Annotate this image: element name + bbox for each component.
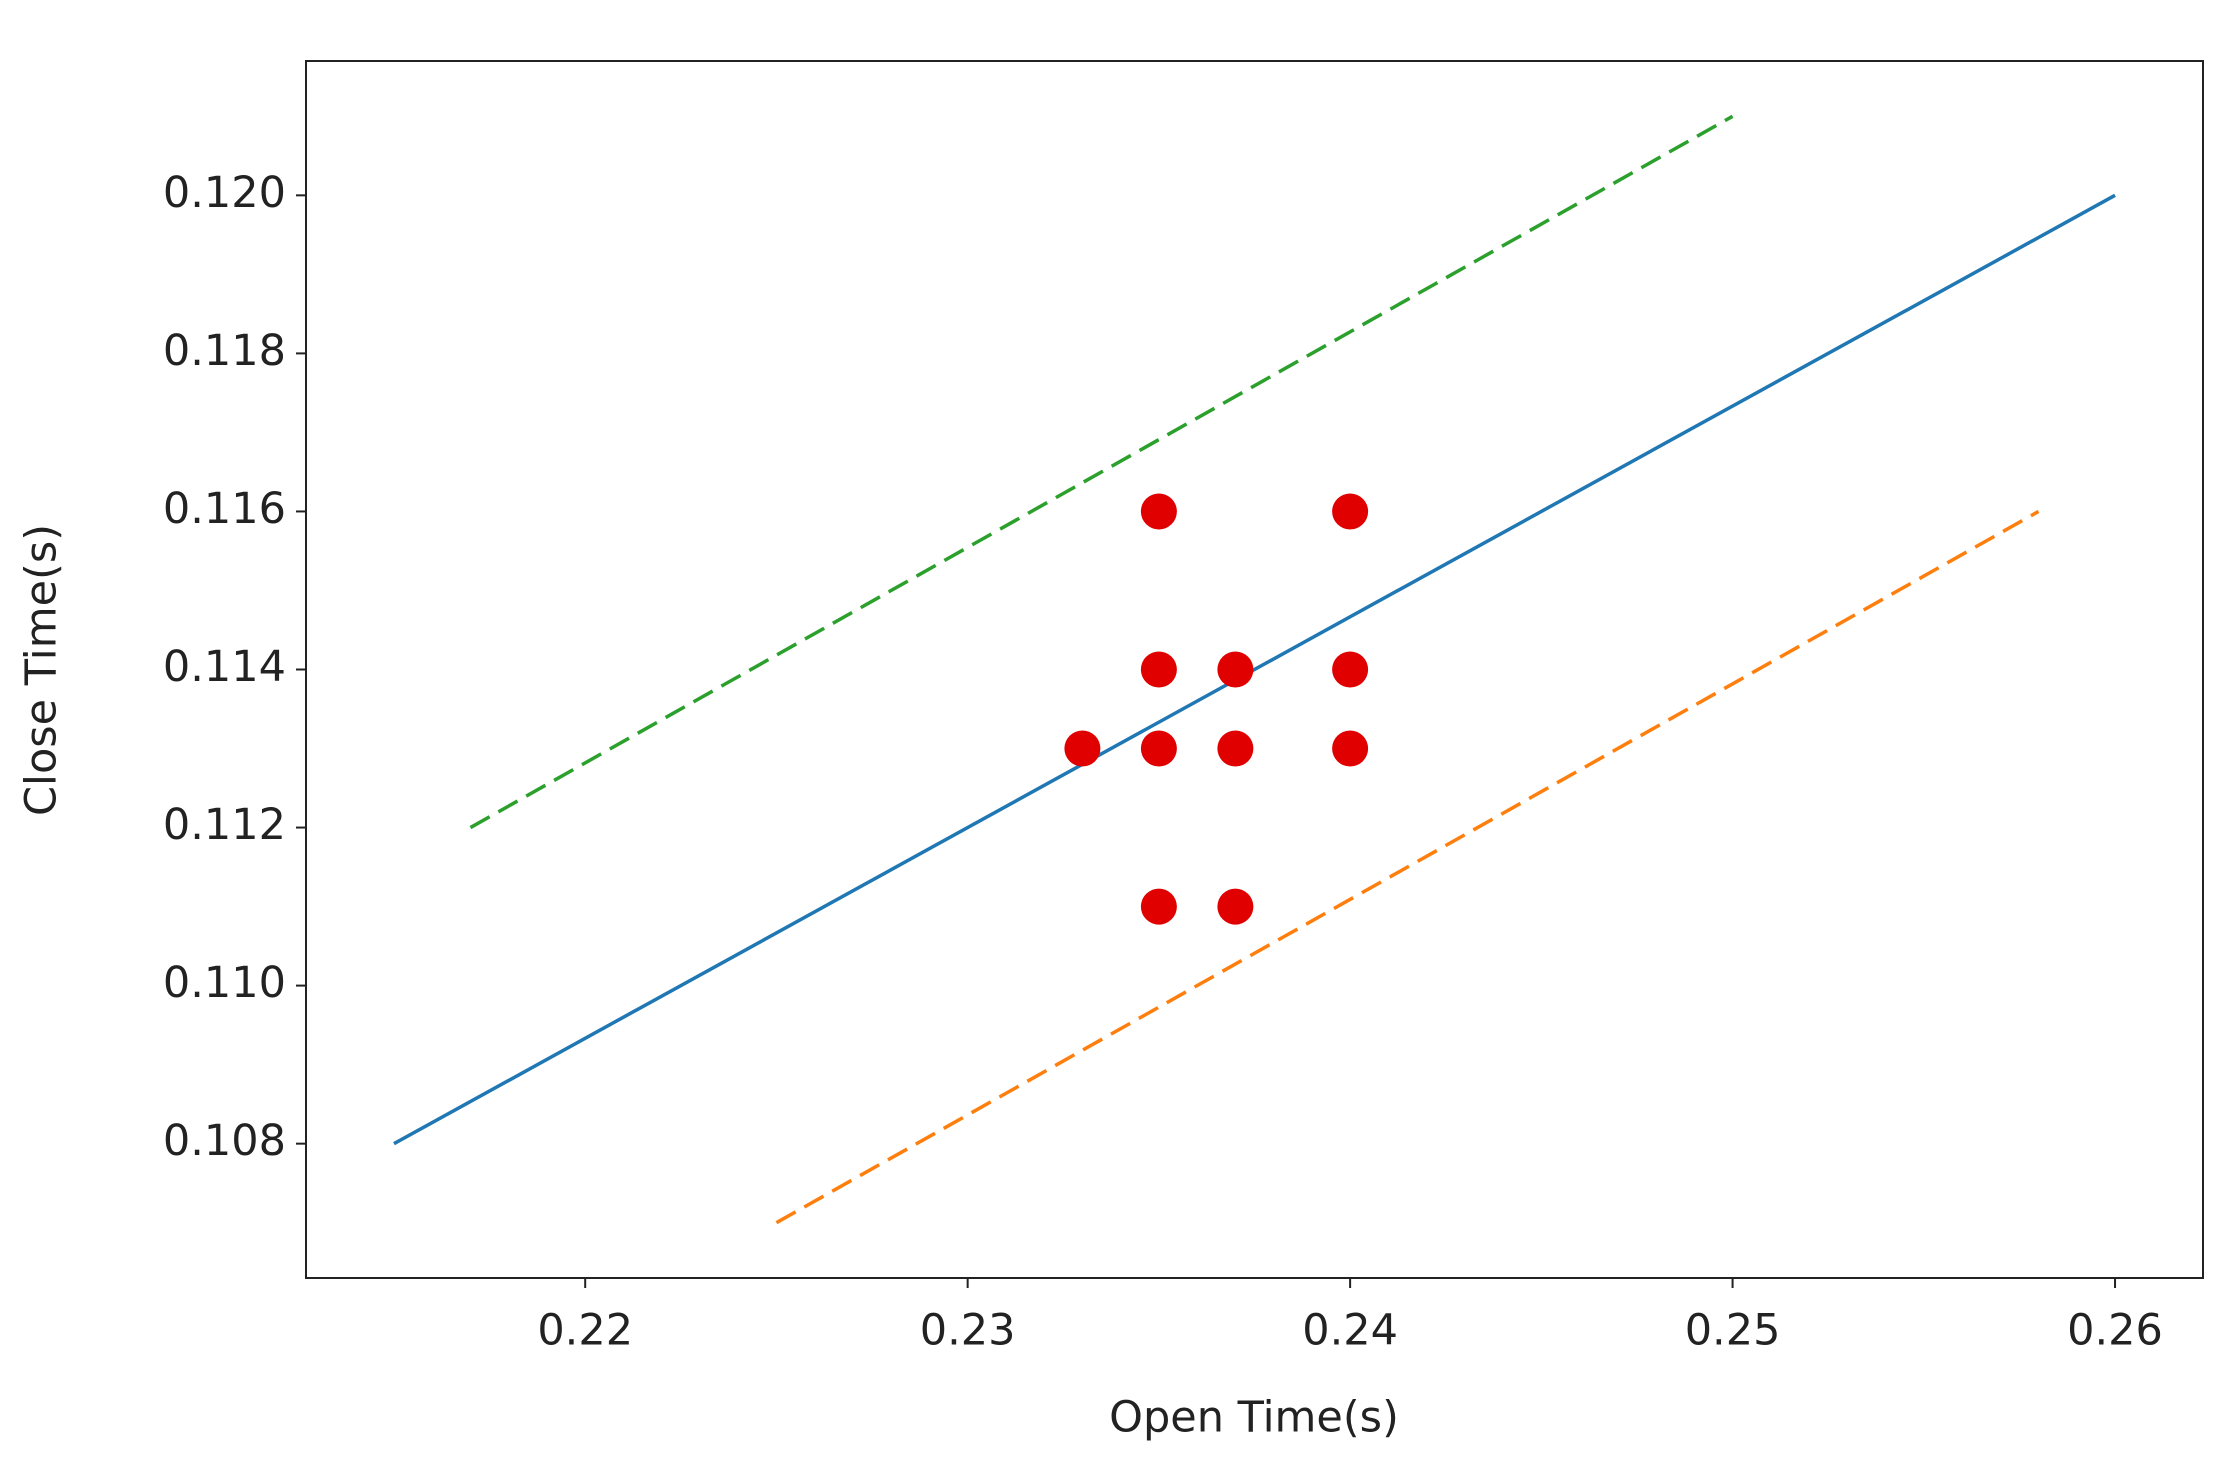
plot-frame <box>305 60 2204 1279</box>
y-tick-label: 0.110 <box>163 958 286 1008</box>
x-tick-label: 0.25 <box>1685 1306 1781 1356</box>
point <box>1332 730 1369 767</box>
x-axis-label: Open Time(s) <box>1109 1393 1399 1443</box>
point <box>1140 651 1177 688</box>
line <box>393 193 2116 1146</box>
point <box>1140 493 1177 530</box>
point <box>1140 730 1177 767</box>
x-tick-label: 0.26 <box>2067 1306 2163 1356</box>
point <box>1332 493 1369 530</box>
x-tick-label: 0.22 <box>537 1306 633 1356</box>
y-axis-label: Close Time(s) <box>17 524 67 816</box>
point <box>1217 651 1254 688</box>
y-tick-label: 0.116 <box>163 484 286 534</box>
point <box>1217 730 1254 767</box>
y-tick-label: 0.108 <box>163 1116 286 1166</box>
y-tick-label: 0.118 <box>163 326 286 376</box>
point <box>1217 888 1254 925</box>
point <box>1064 730 1101 767</box>
y-tick-label: 0.112 <box>163 800 286 850</box>
point <box>1332 651 1369 688</box>
line <box>469 114 1734 830</box>
y-tick-label: 0.120 <box>163 168 286 218</box>
point <box>1140 888 1177 925</box>
x-tick-label: 0.23 <box>920 1306 1016 1356</box>
x-tick-label: 0.24 <box>1302 1306 1398 1356</box>
line <box>775 509 2040 1225</box>
y-tick-label: 0.114 <box>163 642 286 692</box>
